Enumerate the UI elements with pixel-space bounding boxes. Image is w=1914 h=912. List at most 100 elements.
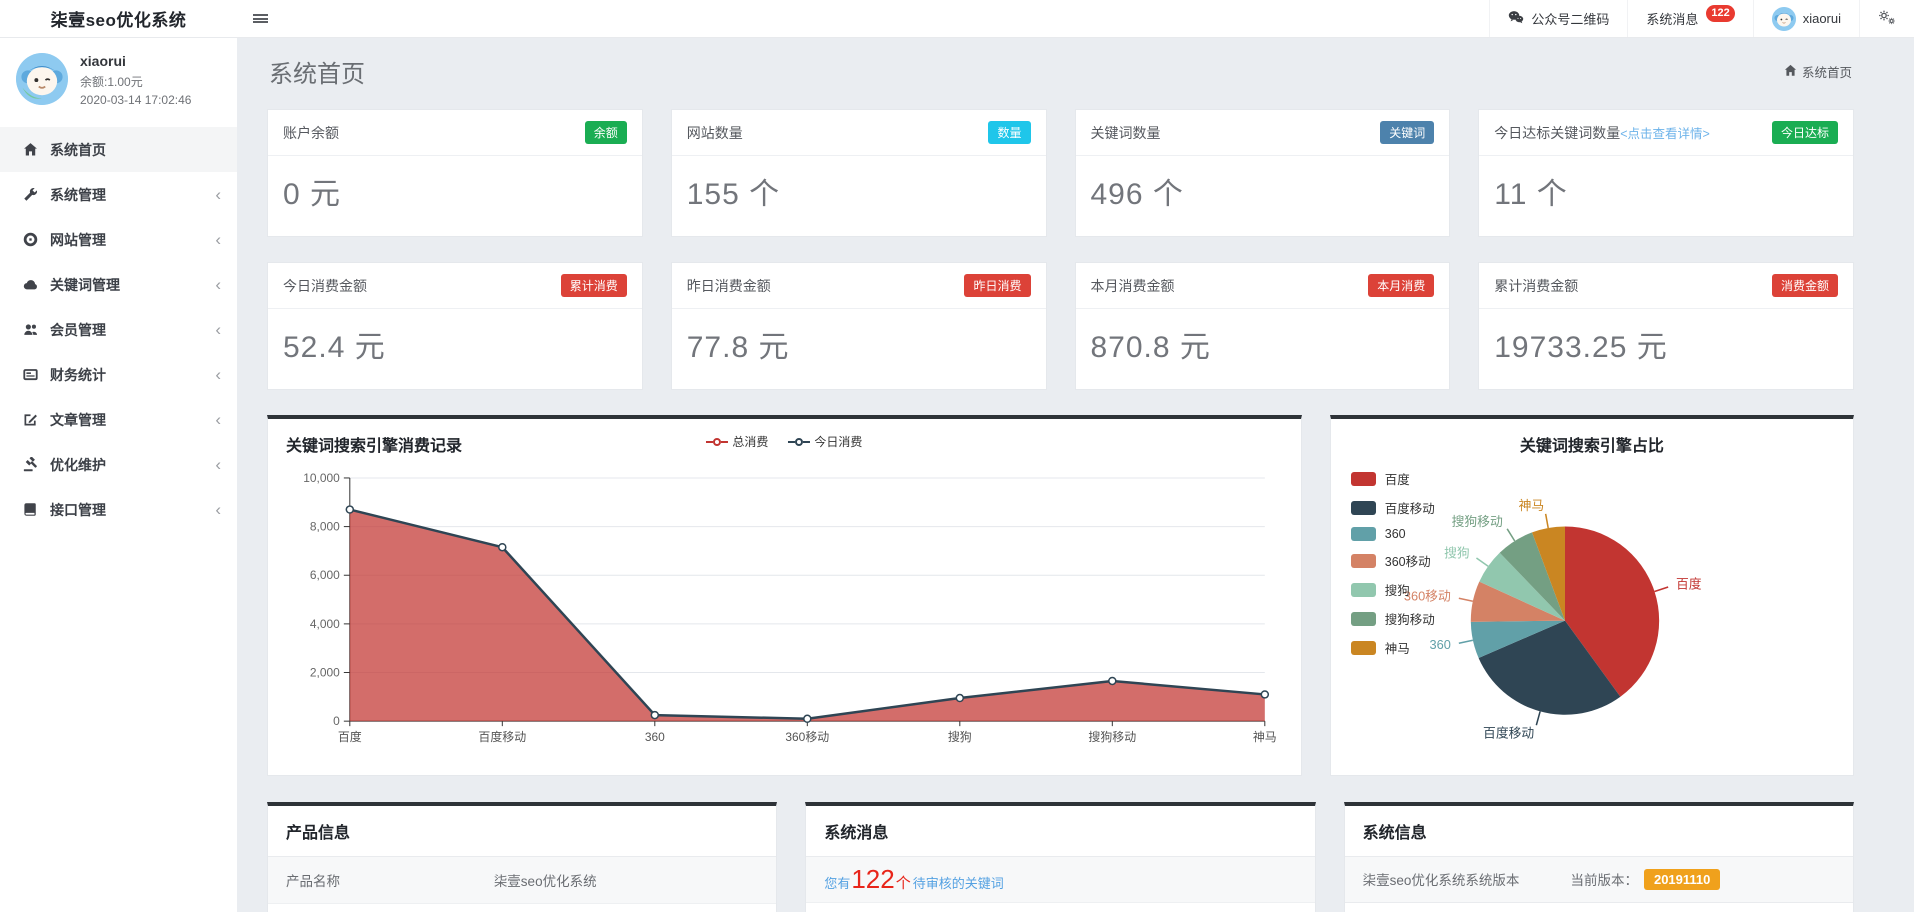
sidebar-user-panel: xiaorui 余额:1.00元 2020-03-14 17:02:46 [0, 38, 237, 123]
stat-card-balance: 账户余额 余额 0 元 [267, 109, 643, 237]
message-link[interactable]: 您有 122 个待审核的关键词 [806, 856, 1315, 903]
legend-item[interactable]: 百度移动 [1350, 498, 1435, 517]
sidebar-item-member-mgmt[interactable]: 会员管理 ‹ [0, 307, 237, 352]
legend-item[interactable]: 总消费 [706, 433, 768, 450]
card-title: 系统消息 [806, 806, 1315, 857]
svg-text:360: 360 [645, 730, 665, 744]
chevron-left-icon: ‹ [215, 455, 221, 474]
svg-text:2,000: 2,000 [310, 666, 340, 680]
stat-value: 870.8 元 [1090, 331, 1211, 364]
status-badge: 本月消费 [1368, 274, 1435, 297]
line-chart-legend: 总消费 今日消费 [706, 433, 862, 450]
chevron-left-icon: ‹ [215, 185, 221, 204]
chart-title: 关键词搜索引擎消费记录 [286, 438, 463, 455]
legend-item[interactable]: 今日消费 [788, 433, 862, 450]
legend-item[interactable]: 搜狗移动 [1350, 609, 1435, 628]
sidebar: xiaorui 余额:1.00元 2020-03-14 17:02:46 系统首… [0, 38, 237, 912]
wechat-icon [1508, 10, 1524, 27]
sidebar-item-site-mgmt[interactable]: 网站管理 ‹ [0, 217, 237, 262]
update-package-row: 当前更新包： 4 点击升级 [1345, 903, 1853, 912]
settings-menu-item[interactable] [1859, 0, 1914, 37]
svg-text:0: 0 [333, 714, 340, 728]
status-badge: 今日达标 [1771, 121, 1838, 144]
legend-marker [788, 437, 811, 446]
stat-card-yesterday-spend: 昨日消费金额 昨日消费 77.8 元 [670, 262, 1047, 390]
sidebar-balance: 余额:1.00元 [80, 75, 143, 89]
system-messages-menu-item[interactable]: 系统消息 122 [1627, 0, 1752, 37]
bottom-row: 产品信息 产品名称 柒壹seo优化系统 产品设计及研发团队 自主研发 所在用户组… [267, 801, 1854, 912]
sidebar-item-keyword-mgmt[interactable]: 关键词管理 ‹ [0, 262, 237, 307]
sidebar-item-finance-stats[interactable]: 财务统计 ‹ [0, 352, 237, 397]
sidebar-item-system-mgmt[interactable]: 系统管理 ‹ [0, 172, 237, 217]
status-badge: 累计消费 [560, 274, 627, 297]
sidebar-toggle-button[interactable] [237, 0, 283, 37]
system-info-card: 系统信息 柒壹seo优化系统系统版本 当前版本： 20191110 当前更新包：… [1343, 801, 1854, 912]
legend-color-chip [1350, 553, 1376, 568]
sidebar-item-home[interactable]: 系统首页 [0, 127, 237, 172]
messages-count-badge: 122 [1706, 5, 1735, 22]
sidebar-item-optimize-maintain[interactable]: 优化维护 ‹ [0, 442, 237, 487]
username-label: xiaorui [1802, 11, 1841, 26]
legend-item[interactable]: 神马 [1350, 638, 1435, 657]
svg-text:神马: 神马 [1253, 730, 1277, 744]
svg-text:搜狗移动: 搜狗移动 [1088, 729, 1136, 744]
hamburger-icon [252, 13, 268, 25]
table-row: 产品设计及研发团队 自主研发 [268, 904, 776, 912]
charts-row: 关键词搜索引擎消费记录 总消费 今日消费 0 2,000 4,000 6,000 8,00… [267, 415, 1854, 776]
svg-text:百度: 百度 [338, 729, 362, 744]
legend-item[interactable]: 搜狗 [1350, 580, 1435, 599]
stat-value: 496 个 [1090, 178, 1184, 211]
breadcrumb[interactable]: 系统首页 [1784, 62, 1852, 81]
status-badge: 消费金额 [1771, 274, 1838, 297]
stat-card-month-spend: 本月消费金额 本月消费 870.8 元 [1074, 262, 1451, 390]
gavel-icon [22, 457, 39, 472]
sidebar-item-label: 接口管理 [50, 501, 106, 518]
chevron-left-icon: ‹ [215, 365, 221, 384]
svg-text:百度: 百度 [1676, 577, 1702, 592]
main-content: 系统首页 系统首页 账户余额 余额 0 元 网站数量 [237, 38, 1914, 912]
top-navbar: 柒壹seo优化系统 公众号二维码 系统消息 122 xiaorui [0, 0, 1914, 38]
legend-color-chip [1350, 611, 1376, 626]
stat-card-site-count: 网站数量 数量 155 个 [670, 109, 1047, 237]
message-link[interactable]: 您有0个申请停止优化的关键词 [806, 903, 1314, 912]
stat-value: 52.4 元 [283, 331, 386, 364]
chevron-left-icon: ‹ [215, 410, 221, 429]
chevron-left-icon: ‹ [215, 230, 221, 249]
cloud-icon [22, 277, 39, 292]
stat-title: 本月消费金额 [1090, 277, 1175, 294]
user-menu-item[interactable]: xiaorui [1752, 0, 1859, 37]
line-chart-canvas: 0 2,000 4,000 6,000 8,000 10,000 百度 百度移动 360 360移… [286, 464, 1283, 755]
pie-chart-legend: 百度百度移动 360 360移动搜狗搜狗移动神马 [1350, 469, 1435, 657]
version-badge: 20191110 [1643, 868, 1721, 890]
gears-icon [1878, 9, 1896, 28]
edit-icon [22, 412, 39, 427]
sidebar-item-api-mgmt[interactable]: 接口管理 ‹ [0, 487, 237, 532]
circle-icon [22, 232, 39, 247]
qrcode-menu-item[interactable]: 公众号二维码 [1489, 0, 1627, 37]
legend-item[interactable]: 360 [1350, 527, 1435, 541]
book-icon [22, 502, 39, 517]
wrench-icon [22, 187, 39, 202]
sidebar-item-label: 会员管理 [50, 321, 106, 338]
svg-text:360: 360 [1429, 637, 1450, 652]
sidebar-item-label: 系统管理 [50, 186, 106, 203]
sidebar-item-label: 系统首页 [50, 141, 106, 158]
qrcode-label: 公众号二维码 [1531, 12, 1610, 27]
svg-text:搜狗移动: 搜狗移动 [1451, 514, 1502, 529]
consumption-line-chart-card: 关键词搜索引擎消费记录 总消费 今日消费 0 2,000 4,000 6,000 8,00… [267, 415, 1302, 776]
status-badge: 数量 [988, 121, 1031, 144]
sidebar-item-label: 财务统计 [50, 366, 106, 383]
page-title: 系统首页 [269, 61, 365, 88]
stat-title: 关键词数量 [1090, 124, 1161, 141]
stat-value: 155 个 [686, 178, 781, 211]
view-details-link[interactable]: <点击查看详情> [1620, 126, 1710, 141]
sidebar-item-article-mgmt[interactable]: 文章管理 ‹ [0, 397, 237, 442]
legend-item[interactable]: 360移动 [1350, 551, 1435, 570]
stat-title: 今日消费金额 [283, 277, 367, 294]
legend-color-chip [1350, 582, 1376, 597]
layout: xiaorui 余额:1.00元 2020-03-14 17:02:46 系统首… [0, 38, 1914, 912]
app-logo: 柒壹seo优化系统 [50, 11, 187, 30]
legend-item[interactable]: 百度 [1350, 469, 1435, 488]
legend-color-chip [1350, 471, 1376, 486]
